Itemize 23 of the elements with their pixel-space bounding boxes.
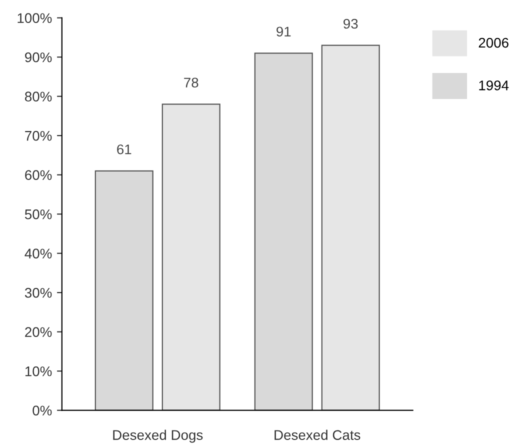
y-tick-label: 80% <box>25 92 52 102</box>
legend-label: 2006 <box>478 38 508 48</box>
y-tick-label: 60% <box>25 170 52 180</box>
x-tick-label: Desexed Cats <box>274 430 360 440</box>
y-tick-label: 40% <box>24 248 52 258</box>
y-tick-label: 10% <box>25 366 52 376</box>
y-tick-label: 90% <box>25 52 52 62</box>
legend-label: 1994 <box>479 80 509 90</box>
data-label: 93 <box>344 18 358 29</box>
y-tick-label: 0% <box>32 406 52 416</box>
y-tick-label: 30% <box>24 288 52 298</box>
y-tick-label: 50% <box>24 209 52 220</box>
y-tick-label: 70% <box>25 130 52 141</box>
data-label: 78 <box>184 78 198 88</box>
data-label: 91 <box>276 26 291 37</box>
x-tick-label: Desexed Dogs <box>113 430 203 443</box>
bar <box>162 104 220 410</box>
data-label: 61 <box>117 144 132 154</box>
bar <box>94 170 154 410</box>
bar <box>254 52 313 410</box>
y-tick-label: 100% <box>18 13 52 24</box>
y-tick-label: 20% <box>25 327 52 337</box>
bar <box>321 44 380 410</box>
